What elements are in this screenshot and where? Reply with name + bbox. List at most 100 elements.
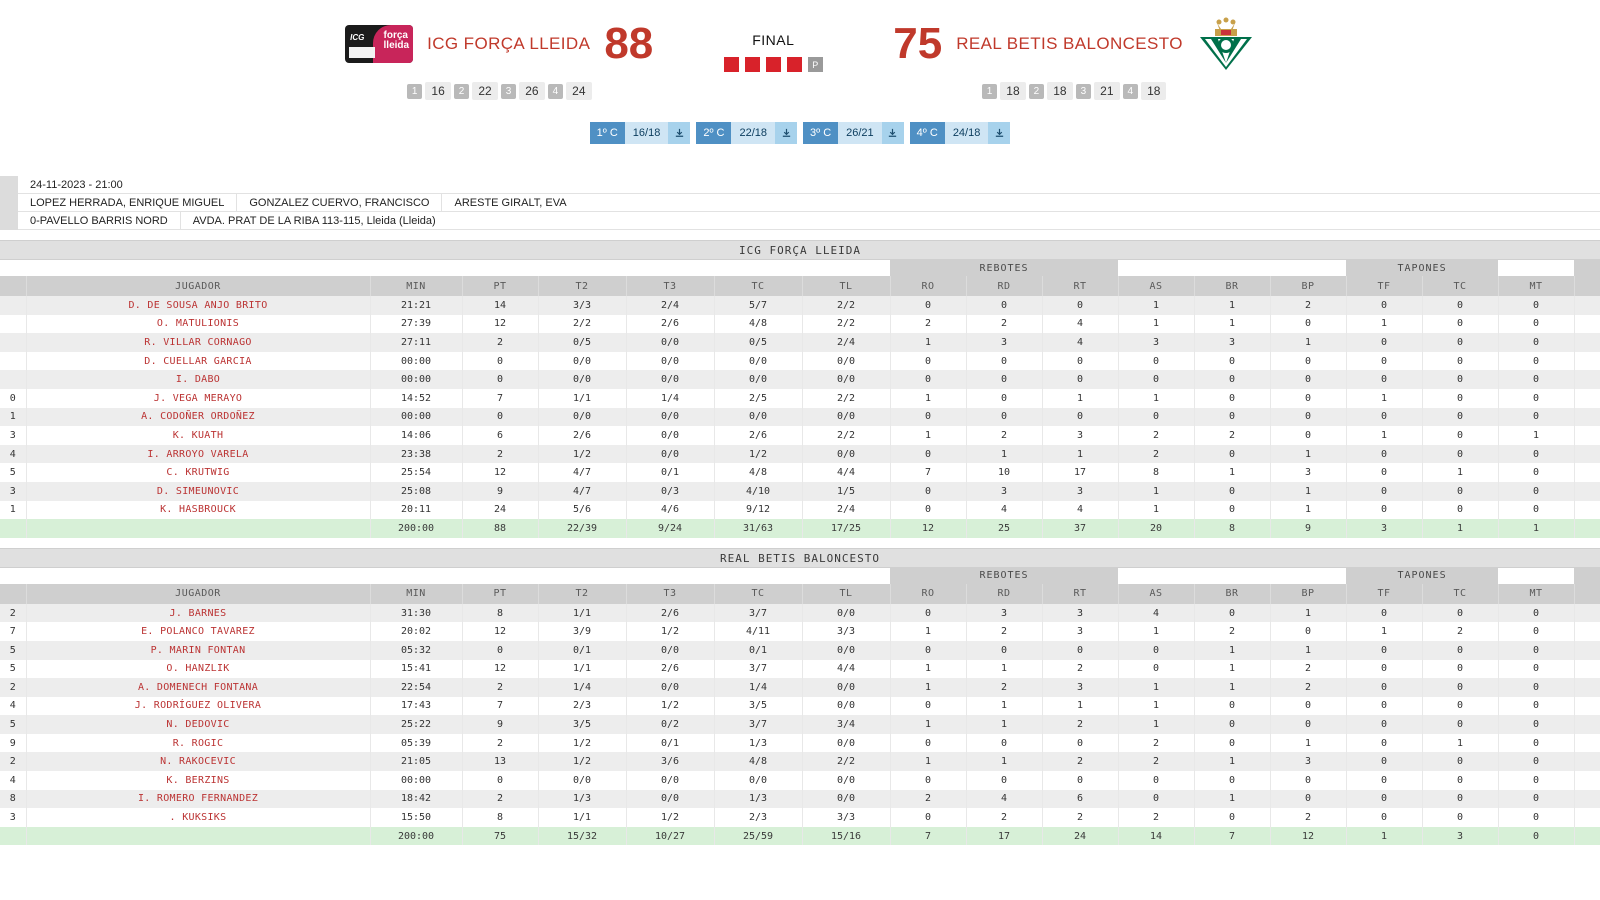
- col-fc[interactable]: FC: [1574, 583, 1600, 604]
- stat-cell-as: 0: [1118, 771, 1195, 790]
- table-row[interactable]: 5 C. KRUTWIG 25:54 12 4/7 0/1 4/8 4/4 7 10 17 8 1 3 0 1…: [0, 463, 1600, 482]
- col-tl[interactable]: TL: [802, 276, 891, 296]
- col-min[interactable]: MIN: [370, 276, 463, 296]
- table-row[interactable]: 1 A. CODOÑER ORDOÑEZ 00:00 0 0/0 0/0 0/0 0/0 0 0 0…: [0, 407, 1600, 427]
- totals-cell-tc2: 1: [1422, 519, 1499, 538]
- table-row[interactable]: 7 E. POLANCO TAVAREZ 20:02 12 3/9 1/2 4/11 3/3 1…: [0, 622, 1600, 641]
- stat-cell-ro: 0: [890, 407, 967, 427]
- col-rd[interactable]: RD: [966, 583, 1043, 604]
- totals-cell-ro: 7: [890, 826, 967, 846]
- table-row[interactable]: 4 I. ARROYO VARELA 23:38 2 1/2 0/0 1/2 0/0 0 1 1 2 0…: [0, 444, 1600, 464]
- stat-cell-rt: 1: [1042, 388, 1119, 408]
- player-name-cell: J. VEGA MERAYO: [26, 388, 371, 408]
- quarter-chip-2[interactable]: 2º C 22/18: [696, 122, 797, 144]
- stat-cell-tf: 0: [1346, 640, 1423, 660]
- stat-cell-tc2: 0: [1422, 426, 1499, 445]
- col-tl[interactable]: TL: [802, 583, 891, 604]
- table-row[interactable]: O. MATULIONIS 27:39 12 2/2 2/6 4/8 2/2 2 2 4 1 1 0 1 0…: [0, 314, 1600, 334]
- period-indicator: P: [723, 57, 823, 72]
- stat-cell-rd: 10: [966, 463, 1043, 482]
- col-rd[interactable]: RD: [966, 276, 1043, 296]
- table-row[interactable]: R. VILLAR CORNAGO 27:11 2 0/5 0/0 0/5 2/4 1 3 4 3 3…: [0, 333, 1600, 352]
- col-tc[interactable]: TC: [714, 276, 803, 296]
- table-row[interactable]: D. DE SOUSA ANJO BRITO 21:21 14 3/3 2/4 5/7 2/…: [0, 296, 1600, 315]
- stat-cell-ro: 0: [890, 481, 967, 501]
- player-number-cell: [0, 333, 27, 352]
- table-row[interactable]: 2 N. RAKOCEVIC 21:05 13 1/2 3/6 4/8 2/2 1 1 2 2 1 3 0 0…: [0, 752, 1600, 772]
- col-tf[interactable]: TF: [1346, 583, 1423, 604]
- stat-cell-mt: 0: [1498, 733, 1575, 753]
- table-row[interactable]: D. CUELLAR GARCIA 00:00 0 0/0 0/0 0/0 0/0 0 0 0 0 0…: [0, 351, 1600, 371]
- table-row[interactable]: 5O. HANZLIK15:41121/12/63/74/41120120001…: [0, 659, 1600, 679]
- stat-cell-tl: 2/4: [802, 500, 891, 520]
- stat-cell-t3: 2/6: [626, 314, 715, 334]
- col-pt[interactable]: PT: [462, 276, 539, 296]
- col-jugador[interactable]: JUGADOR: [26, 583, 371, 604]
- table-row[interactable]: 5 P. MARIN FONTAN 05:32 0 0/1 0/0 0/1 0/0 0 0 0 0 1 1…: [0, 640, 1600, 660]
- table-row[interactable]: 2 A. DOMENECH FONTANA 22:54 2 1/4 0/0 1/4 0/0 1 2…: [0, 678, 1600, 697]
- stat-cell-ro: 0: [890, 696, 967, 716]
- stat-cell-bp: 2: [1270, 678, 1347, 697]
- table-row[interactable]: 4 J. RODRÍGUEZ OLIVERA 17:43 7 2/3 1/2 3/5 0/0 0…: [0, 696, 1600, 716]
- col-mt[interactable]: MT: [1498, 583, 1575, 604]
- col-min[interactable]: MIN: [370, 583, 463, 604]
- table-row[interactable]: 8 I. ROMERO FERNANDEZ 18:42 2 1/3 0/0 1/3 0/0 2 4…: [0, 789, 1600, 809]
- col-t3[interactable]: T3: [626, 276, 715, 296]
- col-tf[interactable]: TF: [1346, 276, 1423, 296]
- col-t2[interactable]: T2: [538, 276, 627, 296]
- col-fc[interactable]: FC: [1574, 276, 1600, 296]
- stat-cell-tl: 0/0: [802, 407, 891, 427]
- table-row[interactable]: 4K. BERZINS00:0000/00/00/00/000000000000…: [0, 771, 1600, 790]
- quarter-chip-1[interactable]: 1º C 16/18: [589, 122, 691, 144]
- col-rt[interactable]: RT: [1042, 276, 1119, 296]
- col-tc-tapones[interactable]: TC: [1422, 583, 1499, 604]
- table-row[interactable]: 1 K. HASBROUCK 20:11 24 5/6 4/6 9/12 2/4 0 4 4 1 0 1 0…: [0, 500, 1600, 520]
- stat-cell-t2: 1/1: [538, 388, 627, 408]
- col-tc[interactable]: TC: [714, 583, 803, 604]
- totals-cell-rt: 24: [1042, 826, 1119, 846]
- totals-cell-fc: 24: [1574, 826, 1600, 846]
- col-t2[interactable]: T2: [538, 583, 627, 604]
- totals-cell-bp: 9: [1270, 519, 1347, 538]
- col-pt[interactable]: PT: [462, 583, 539, 604]
- col-rt[interactable]: RT: [1042, 583, 1119, 604]
- col-as[interactable]: AS: [1118, 276, 1195, 296]
- stat-cell-tf: 0: [1346, 407, 1423, 427]
- download-icon[interactable]: [881, 122, 904, 144]
- totals-cell-rt: 37: [1042, 519, 1119, 538]
- col-tc-tapones[interactable]: TC: [1422, 276, 1499, 296]
- stat-cell-fc: 1: [1574, 808, 1600, 827]
- col-ro[interactable]: RO: [890, 583, 967, 604]
- download-icon[interactable]: [775, 122, 797, 144]
- col-br[interactable]: BR: [1194, 276, 1271, 296]
- col-as[interactable]: AS: [1118, 583, 1195, 604]
- col-t3[interactable]: T3: [626, 583, 715, 604]
- col-mt[interactable]: MT: [1498, 276, 1575, 296]
- download-icon[interactable]: [668, 122, 691, 144]
- stat-cell-min: 20:11: [370, 500, 463, 520]
- col-bp[interactable]: BP: [1270, 583, 1347, 604]
- stat-cell-br: 0: [1194, 351, 1271, 371]
- stat-cell-t2: 0/0: [538, 771, 627, 790]
- quarter-chip-4[interactable]: 4º C 24/18: [909, 122, 1011, 144]
- stat-cell-tf: 0: [1346, 481, 1423, 501]
- quarter-chip-3[interactable]: 3º C 26/21: [803, 122, 904, 144]
- stat-cell-mt: 0: [1498, 622, 1575, 641]
- col-jugador[interactable]: JUGADOR: [26, 276, 371, 296]
- stat-cell-br: 1: [1194, 640, 1271, 660]
- col-ro[interactable]: RO: [890, 276, 967, 296]
- col-bp[interactable]: BP: [1270, 276, 1347, 296]
- totals-cell-br: 7: [1194, 826, 1271, 846]
- table-row[interactable]: 5N. DEDOVIC25:2293/50/23/73/411210000023…: [0, 715, 1600, 734]
- col-br[interactable]: BR: [1194, 583, 1271, 604]
- table-row[interactable]: 0 J. VEGA MERAYO 14:52 7 1/1 1/4 2/5 2/2 1 0 1 1 0 0 1…: [0, 388, 1600, 408]
- table-row[interactable]: 3 D. SIMEUNOVIC 25:08 9 4/7 0/3 4/10 1/5 0 3 3 1 0 1 0…: [0, 481, 1600, 501]
- stat-cell-rd: 2: [966, 808, 1043, 827]
- stat-cell-rt: 3: [1042, 426, 1119, 445]
- download-icon[interactable]: [988, 122, 1011, 144]
- table-row[interactable]: 3. KUKSIKS15:5081/11/22/33/3022202000121…: [0, 808, 1600, 827]
